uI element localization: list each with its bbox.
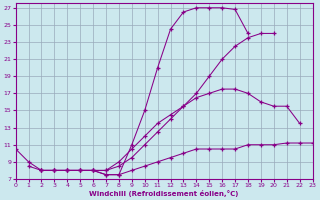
X-axis label: Windchill (Refroidissement éolien,°C): Windchill (Refroidissement éolien,°C) bbox=[89, 190, 239, 197]
